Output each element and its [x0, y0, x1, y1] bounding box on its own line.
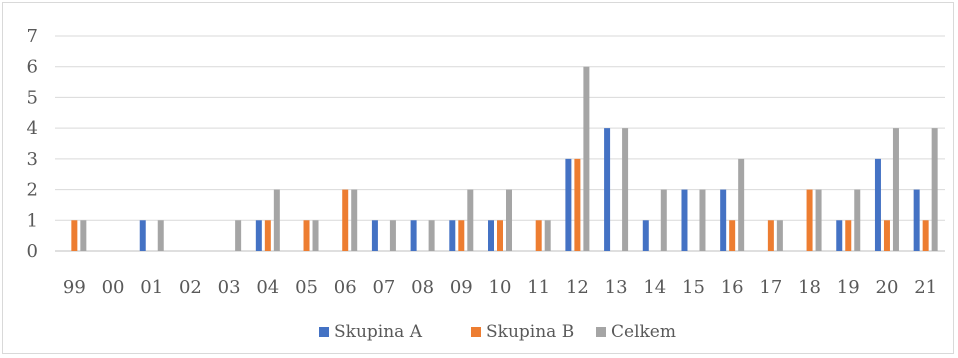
bar-skupina-a-19 — [836, 220, 843, 251]
bar-skupina-a-12 — [565, 158, 572, 251]
bar-skupina-b-18 — [806, 189, 813, 251]
x-tick-label: 02 — [179, 277, 202, 298]
bar-celkem-99 — [80, 220, 87, 251]
bar-skupina-b-11 — [535, 220, 542, 251]
bar-celkem-12 — [583, 66, 590, 251]
x-tick-label: 06 — [334, 277, 357, 298]
x-tick-label: 14 — [643, 277, 666, 298]
x-tick-label: 08 — [411, 277, 434, 298]
x-tick-label: 10 — [489, 277, 512, 298]
x-tick-label: 17 — [759, 277, 782, 298]
x-tick-label: 01 — [140, 277, 163, 298]
y-axis-tick-labels: 0 1 2 3 4 5 6 7 — [27, 26, 38, 262]
bar-skupina-b-09 — [458, 220, 465, 251]
bar-skupina-a-14 — [642, 220, 649, 251]
bar-skupina-a-10 — [488, 220, 494, 251]
bar-celkem-07 — [389, 220, 396, 251]
y-tick-label: 1 — [27, 210, 38, 231]
x-axis-tick-labels: 99 00 01 02 03 04 05 06 07 08 09 10 11 12 13 14 15 16 17 18… — [63, 277, 937, 298]
bar-celkem-06 — [351, 189, 358, 251]
bar-celkem-15 — [699, 189, 706, 251]
x-tick-label: 00 — [102, 277, 125, 298]
bar-celkem-16 — [738, 158, 745, 251]
bar-celkem-14 — [660, 189, 667, 251]
bar-celkem-08 — [428, 220, 435, 251]
bar-skupina-a-01 — [139, 220, 146, 251]
bar-skupina-a-09 — [449, 220, 456, 251]
bar-skupina-a-16 — [720, 189, 727, 251]
bar-skupina-a-04 — [255, 220, 262, 251]
y-tick-label: 0 — [27, 241, 38, 262]
bar-skupina-a-07 — [371, 220, 378, 251]
legend-label-celkem: Celkem — [611, 322, 676, 342]
x-tick-label: 20 — [876, 277, 899, 298]
bar-skupina-b-05 — [303, 220, 310, 251]
bars — [71, 66, 938, 251]
x-tick-label: 18 — [798, 277, 821, 298]
x-tick-label: 13 — [605, 277, 628, 298]
bar-celkem-09 — [467, 189, 474, 251]
x-tick-label: 21 — [914, 277, 937, 298]
bar-skupina-a-21 — [913, 189, 920, 251]
bar-skupina-b-04 — [264, 220, 271, 251]
bar-skupina-a-20 — [874, 158, 881, 251]
x-tick-label: 03 — [218, 277, 241, 298]
x-tick-label: 11 — [527, 277, 550, 298]
legend: Skupina A Skupina B Celkem — [319, 322, 676, 342]
bar-skupina-b-99 — [71, 220, 78, 251]
y-tick-label: 4 — [27, 118, 38, 139]
x-tick-label: 05 — [295, 277, 318, 298]
legend-swatch-skupina-a — [319, 327, 329, 337]
legend-label-skupina-b: Skupina B — [486, 322, 574, 342]
bar-skupina-a-08 — [410, 220, 417, 251]
bar-skupina-b-06 — [342, 189, 349, 251]
bar-celkem-05 — [312, 220, 319, 251]
bar-skupina-b-20 — [883, 220, 890, 251]
bar-skupina-b-21 — [922, 220, 929, 251]
y-tick-label: 5 — [27, 87, 38, 108]
x-tick-label: 07 — [372, 277, 395, 298]
x-tick-label: 99 — [63, 277, 86, 298]
bar-skupina-a-13 — [604, 128, 611, 251]
legend-label-skupina-a: Skupina A — [334, 322, 423, 342]
bar-celkem-20 — [892, 128, 899, 251]
bar-celkem-21 — [931, 128, 938, 251]
bar-celkem-10 — [506, 189, 512, 251]
bar-skupina-b-17 — [767, 220, 774, 251]
y-tick-label: 6 — [27, 57, 38, 78]
bar-skupina-b-19 — [845, 220, 852, 251]
bar-skupina-b-12 — [574, 158, 581, 251]
bar-celkem-13 — [622, 128, 629, 251]
bar-skupina-a-15 — [681, 189, 688, 251]
y-tick-label: 3 — [27, 149, 38, 170]
x-tick-label: 19 — [837, 277, 860, 298]
bar-celkem-01 — [157, 220, 164, 251]
y-tick-label: 7 — [27, 26, 38, 47]
bar-celkem-18 — [815, 189, 822, 251]
y-tick-label: 2 — [27, 180, 38, 201]
bar-skupina-b-16 — [729, 220, 736, 251]
bar-celkem-04 — [273, 189, 280, 251]
x-tick-label: 09 — [450, 277, 473, 298]
x-tick-label: 15 — [682, 277, 705, 298]
bar-celkem-11 — [544, 220, 551, 251]
bar-celkem-17 — [776, 220, 783, 251]
x-tick-label: 04 — [256, 277, 279, 298]
gridlines — [55, 35, 945, 252]
bar-celkem-19 — [854, 189, 861, 251]
legend-swatch-celkem — [596, 327, 606, 337]
x-tick-label: 12 — [566, 277, 589, 298]
bar-skupina-b-10 — [497, 220, 503, 251]
x-tick-label: 16 — [721, 277, 744, 298]
bar-celkem-03 — [235, 220, 242, 251]
legend-swatch-skupina-b — [471, 327, 481, 337]
